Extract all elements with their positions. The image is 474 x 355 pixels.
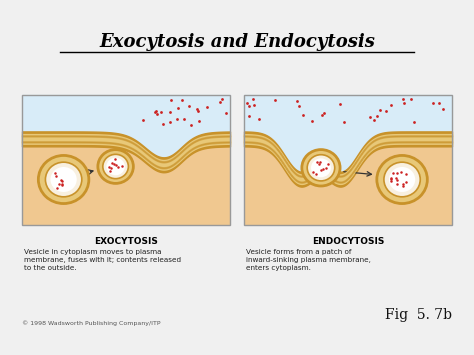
Ellipse shape (103, 154, 128, 179)
Bar (22, 95, 230, 225)
Ellipse shape (384, 162, 420, 197)
Ellipse shape (377, 155, 428, 203)
Ellipse shape (389, 167, 415, 192)
Ellipse shape (98, 149, 133, 184)
Text: ENDOCYTOSIS: ENDOCYTOSIS (312, 237, 384, 246)
Ellipse shape (311, 158, 331, 177)
Text: Exocytosis and Endocytosis: Exocytosis and Endocytosis (99, 33, 375, 51)
Ellipse shape (307, 155, 335, 181)
Text: Vesicle forms from a patch of
inward-sinking plasma membrane,
enters cytoplasm.: Vesicle forms from a patch of inward-sin… (246, 249, 371, 271)
Bar (244, 95, 452, 225)
Text: Vesicle in cytoplasm moves to plasma
membrane, fuses with it; contents released
: Vesicle in cytoplasm moves to plasma mem… (24, 249, 181, 271)
Ellipse shape (50, 167, 77, 192)
Ellipse shape (106, 158, 125, 175)
Text: Fig  5. 7b: Fig 5. 7b (385, 308, 452, 322)
Bar (22, 95, 230, 225)
Ellipse shape (38, 155, 89, 203)
Text: EXOCYTOSIS: EXOCYTOSIS (94, 237, 158, 246)
Bar (244, 95, 452, 225)
Ellipse shape (46, 162, 82, 197)
Text: © 1998 Wadsworth Publishing Company/ITP: © 1998 Wadsworth Publishing Company/ITP (22, 320, 161, 326)
Ellipse shape (302, 149, 340, 186)
